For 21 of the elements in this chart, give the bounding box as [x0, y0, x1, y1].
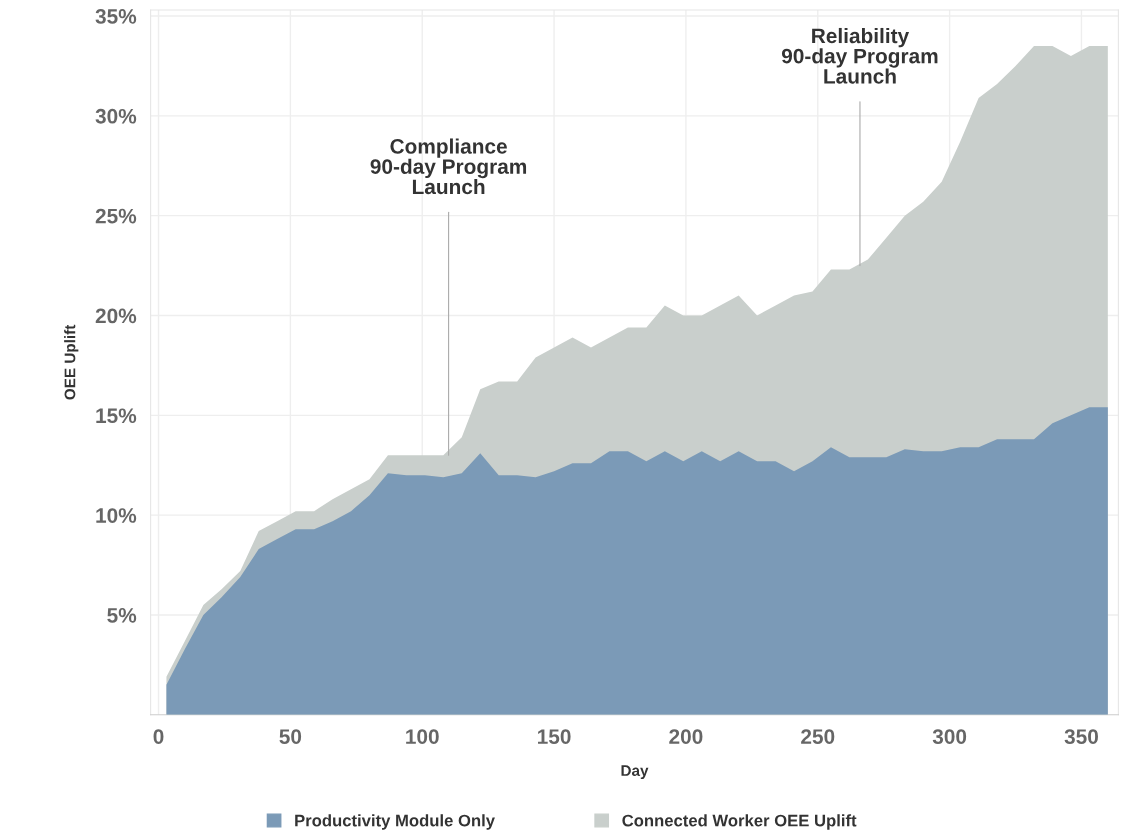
y-tick-label: 5% [107, 608, 137, 623]
y-tick-label: 25% [95, 208, 137, 224]
x-tick-label: 0 [153, 729, 164, 744]
x-tick-label: 50 [279, 729, 302, 744]
y-tick-label: 15% [96, 408, 137, 424]
x-tick-label: 150 [538, 729, 571, 744]
y-tick-label: 30% [95, 108, 137, 124]
y-tick-label: 20% [95, 308, 137, 324]
legend-label: Connected Worker OEE Uplift [622, 814, 857, 830]
x-tick-label: 250 [801, 729, 835, 744]
legend-label: Productivity Module Only [295, 814, 495, 830]
x-axis-title: Day [621, 765, 649, 780]
x-tick-label: 200 [669, 729, 703, 744]
x-tick-label: 300 [932, 729, 967, 745]
annotation: Reliability 90-day Program Launch [781, 27, 938, 84]
y-tick-label: 10% [96, 508, 137, 523]
x-tick-label: 350 [1064, 729, 1098, 745]
y-tick-label: 35% [95, 9, 137, 24]
y-axis-title: OEE Uplift [64, 324, 79, 400]
annotation: Compliance 90-day Program Launch [370, 138, 527, 195]
x-tick-label: 100 [406, 729, 439, 744]
